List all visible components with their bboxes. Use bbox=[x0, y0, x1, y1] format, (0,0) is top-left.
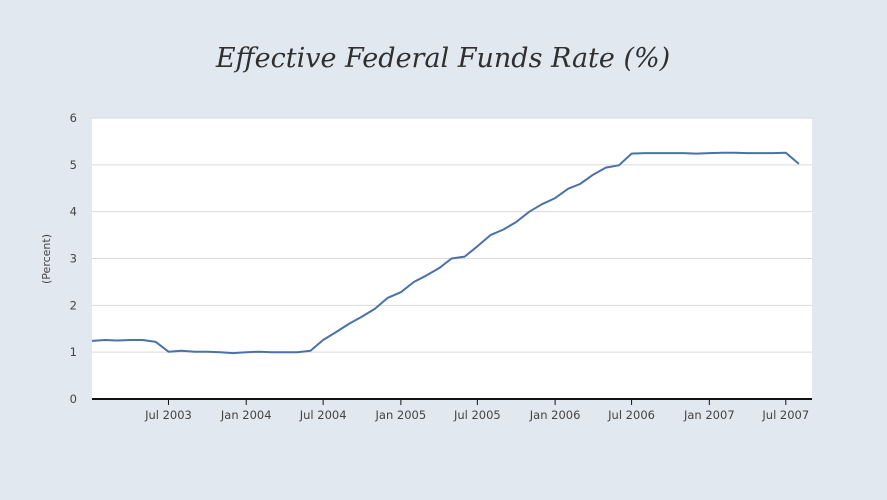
x-tick-label: Jul 2003 bbox=[144, 408, 192, 422]
x-axis-ticks: Jul 2003 Jan 2004 Jul 2004 Jan 2005 Jul 2005… bbox=[144, 399, 809, 422]
x-tick-label: Jul 2004 bbox=[299, 408, 347, 422]
y-tick-label: 5 bbox=[70, 158, 77, 172]
x-tick-label: Jan 2006 bbox=[529, 408, 581, 422]
y-tick-label: 1 bbox=[70, 345, 77, 359]
y-tick-label: 4 bbox=[70, 205, 77, 219]
y-axis-ticks: 0 1 2 3 4 5 6 bbox=[70, 111, 77, 406]
x-tick-label: Jan 2007 bbox=[683, 408, 735, 422]
x-tick-label: Jan 2004 bbox=[220, 408, 272, 422]
x-tick-label: Jul 2007 bbox=[761, 408, 809, 422]
x-tick-label: Jul 2005 bbox=[453, 408, 501, 422]
y-tick-label: 0 bbox=[70, 392, 77, 406]
x-tick-label: Jul 2006 bbox=[607, 408, 655, 422]
chart-title: Effective Federal Funds Rate (%) bbox=[215, 43, 670, 74]
x-tick-label: Jan 2005 bbox=[375, 408, 427, 422]
series-line bbox=[91, 151, 800, 355]
y-axis-label: (Percent) bbox=[40, 234, 53, 284]
series-layer bbox=[91, 151, 800, 355]
y-tick-label: 6 bbox=[70, 111, 77, 125]
y-tick-label: 2 bbox=[70, 298, 77, 312]
y-tick-label: 3 bbox=[70, 252, 77, 266]
